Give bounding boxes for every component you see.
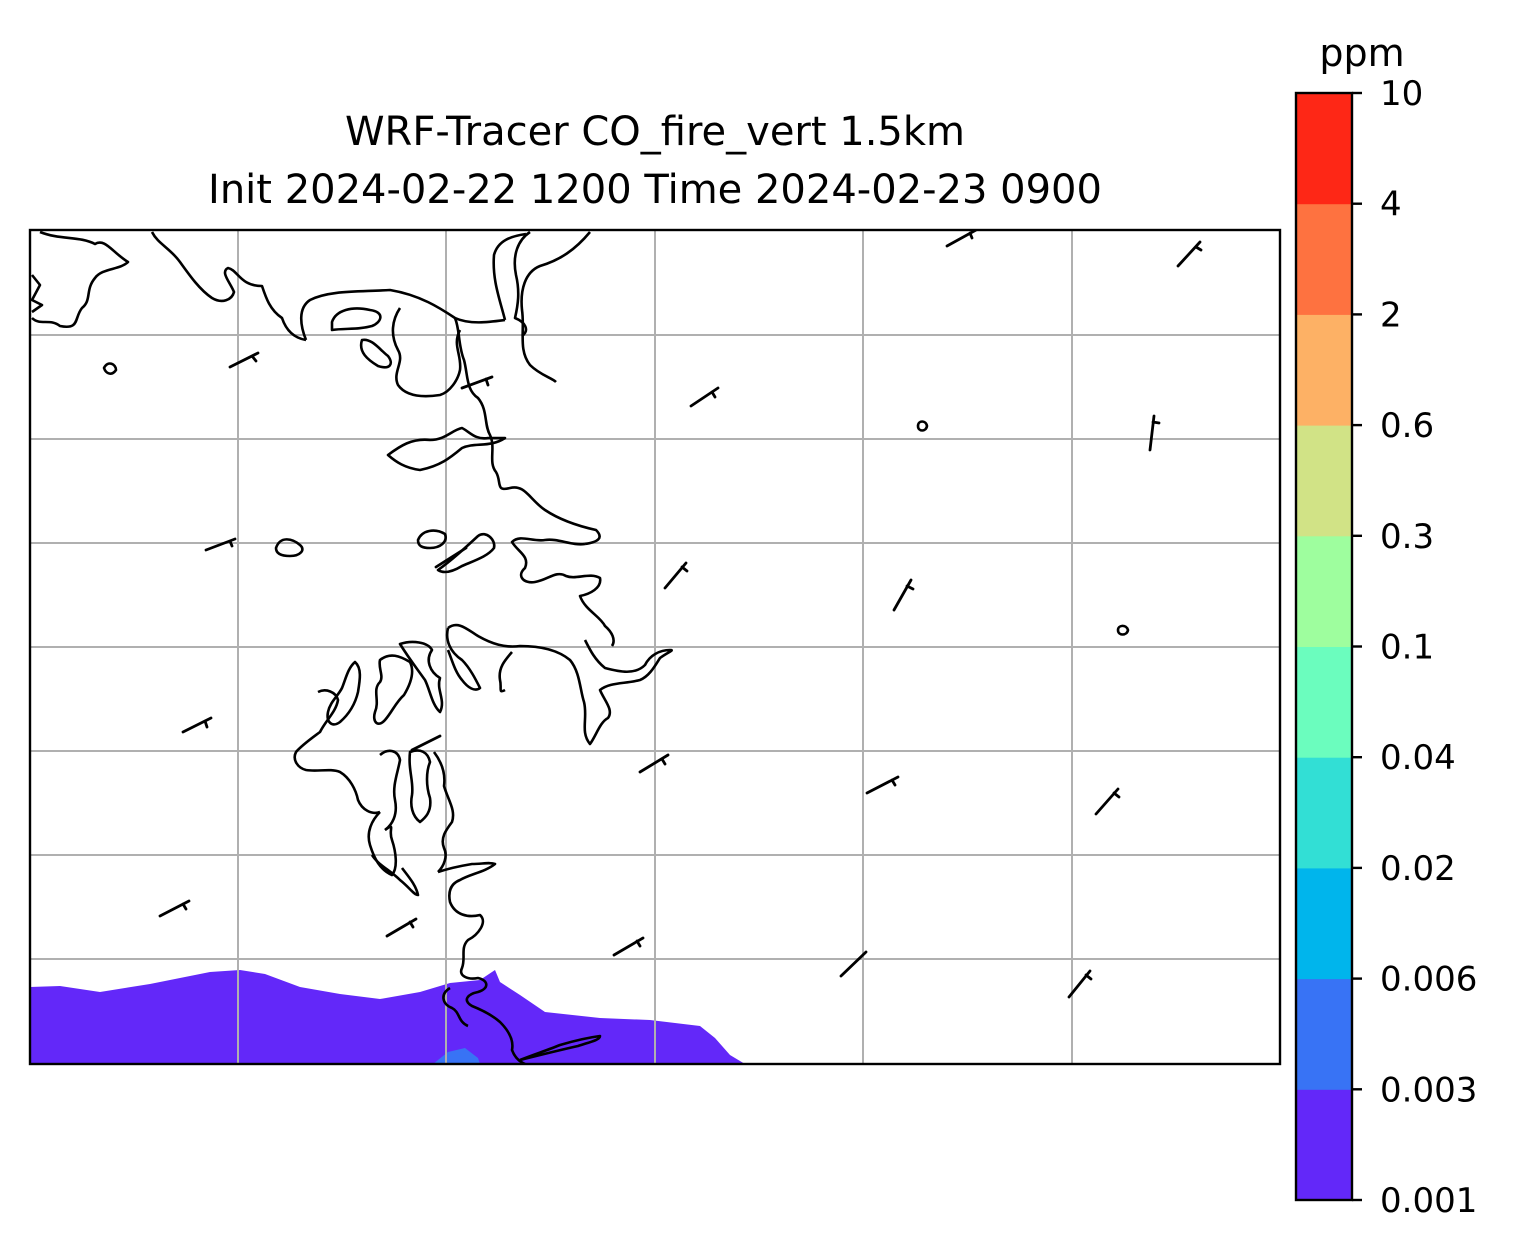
- wind-barb: [204, 537, 237, 552]
- coastline-river: [379, 749, 402, 832]
- wind-barb: [1067, 969, 1093, 999]
- colorbar-tick-label: 0.3: [1380, 517, 1434, 557]
- map-gridlines: [30, 230, 1280, 1064]
- coastline-river: [498, 651, 513, 693]
- wind-barb: [1148, 414, 1161, 452]
- colorbar-band: [1296, 1089, 1352, 1201]
- colorbar-band: [1296, 978, 1352, 1090]
- wind-barb: [865, 775, 900, 795]
- chart-title-line-1: WRF-Tracer CO_fire_vert 1.5km: [344, 109, 966, 155]
- colorbar-band: [1296, 646, 1352, 758]
- coastline-segment: [150, 231, 307, 342]
- coastline-river: [391, 307, 462, 398]
- coastline-segment: [916, 420, 929, 432]
- map-area: [30, 230, 1280, 1064]
- wind-barb: [385, 917, 418, 938]
- coastline-river: [432, 751, 455, 873]
- colorbar-band: [1296, 314, 1352, 426]
- chart-title-line-2: Init 2024-02-22 1200 Time 2024-02-23 090…: [208, 167, 1102, 213]
- colorbar-tick-label: 0.6: [1380, 406, 1434, 446]
- coastline-segment: [1116, 624, 1130, 636]
- coastline: [30, 230, 1130, 1064]
- coastline-river: [408, 749, 432, 824]
- wind-barb: [434, 546, 468, 569]
- colorbar-band: [1296, 203, 1352, 315]
- wind-barb: [1176, 240, 1203, 268]
- colorbar-band: [1296, 757, 1352, 869]
- colorbar-band: [1296, 93, 1352, 205]
- coastline-river: [445, 627, 482, 691]
- coastline-island: [330, 307, 382, 332]
- wind-barb: [460, 375, 494, 390]
- colorbar-unit-label: ppm: [1319, 31, 1404, 75]
- coastline-river: [370, 854, 420, 897]
- colorbar-band: [1296, 425, 1352, 537]
- wind-barb: [638, 753, 670, 774]
- coastline-island: [416, 529, 447, 550]
- coastline-segment: [513, 230, 531, 338]
- colorbar-tick-label: 0.02: [1380, 849, 1456, 889]
- wind-barb: [410, 734, 442, 752]
- wind-barb: [892, 578, 915, 612]
- colorbar-tick-label: 0.1: [1380, 628, 1434, 668]
- colorbar-tick-label: 0.006: [1380, 960, 1477, 1000]
- coastline-river: [372, 654, 414, 725]
- co-plume-inner-contour: [433, 1048, 480, 1064]
- coastline-river: [442, 986, 469, 1028]
- coastline-river: [510, 537, 615, 647]
- colorbar: 0.001 0.003 0.006 0.02 0.04 0.1 0.3 0.6 2 4 10: [1294, 74, 1477, 1221]
- wind-barb: [839, 950, 868, 978]
- coastline-river: [398, 640, 444, 714]
- wind-barb: [689, 386, 720, 408]
- coastline-segment: [436, 532, 496, 574]
- wind-barb: [1094, 787, 1121, 816]
- coastline-river: [326, 660, 362, 726]
- coastline-segment: [519, 1034, 602, 1062]
- colorbar-tick-label: 0.001: [1380, 1181, 1477, 1221]
- coastline-river: [437, 861, 526, 1064]
- coastline-segment: [30, 274, 44, 314]
- coastline-river: [453, 317, 601, 546]
- wind-barb: [945, 230, 978, 248]
- wind-barb: [181, 716, 213, 734]
- coastline-segment: [31, 230, 130, 329]
- colorbar-tick-label: 0.04: [1380, 738, 1456, 778]
- co-plume-contour: [30, 970, 745, 1064]
- coastline-island: [274, 538, 304, 558]
- coastline-river: [293, 689, 381, 815]
- colorbar-tick-label: 4: [1380, 185, 1402, 225]
- wind-barbs: [158, 230, 1203, 999]
- coastline-segment: [386, 426, 507, 472]
- wind-barb: [158, 899, 191, 918]
- coastline-segment: [299, 288, 506, 341]
- wind-barb: [663, 561, 689, 590]
- colorbar-band: [1296, 867, 1352, 980]
- coastline-segment: [359, 338, 392, 369]
- coastline-segment: [492, 232, 527, 321]
- coastline-segment: [520, 231, 591, 384]
- coastline-segment: [102, 362, 118, 375]
- colorbar-tick-label: 10: [1380, 74, 1423, 114]
- colorbar-tick-label: 0.003: [1380, 1070, 1477, 1110]
- wind-barb: [612, 936, 645, 957]
- colorbar-band: [1296, 535, 1352, 647]
- coastline-river: [447, 623, 673, 746]
- wind-barb: [228, 351, 260, 369]
- map-frame: [28, 228, 1282, 1066]
- colorbar-tick-label: 2: [1380, 295, 1402, 335]
- coastline-river: [367, 811, 398, 877]
